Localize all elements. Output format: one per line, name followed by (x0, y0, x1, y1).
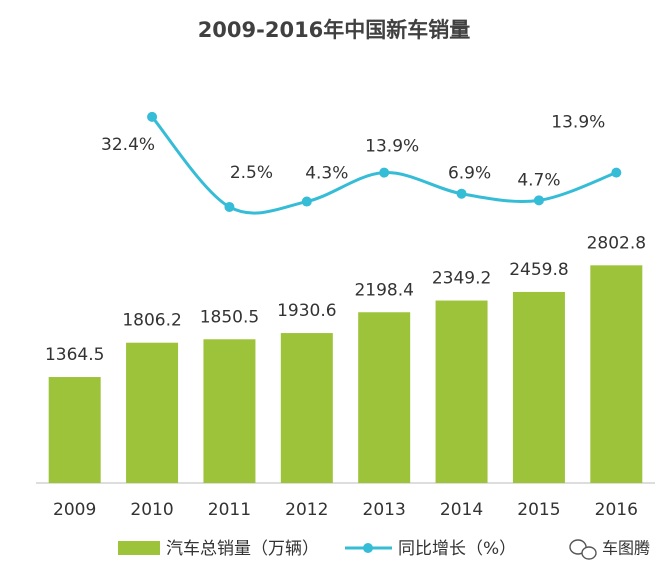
x-tick-label: 2010 (130, 500, 173, 520)
data-label: 32.4% (101, 135, 155, 155)
x-tick-label: 2009 (53, 500, 96, 520)
legend-label: 同比增长（%） (398, 539, 516, 559)
bar (126, 342, 179, 483)
data-label: 1850.5 (200, 307, 259, 327)
legend-swatch (118, 541, 160, 555)
bar (203, 339, 256, 483)
bar (435, 300, 488, 483)
line-marker (456, 188, 467, 199)
data-label: 2802.8 (587, 233, 646, 253)
x-tick-label: 2013 (363, 500, 406, 520)
data-label: 13.9% (365, 137, 419, 157)
line-marker (224, 201, 235, 212)
line (150, 115, 617, 215)
watermark: 车图腾 (602, 539, 650, 558)
watermark-icon (569, 539, 597, 560)
line-marker (533, 195, 544, 206)
bar (280, 333, 333, 483)
line-marker (147, 111, 158, 122)
bar (358, 312, 411, 483)
data-label: 6.9% (448, 164, 491, 184)
data-label: 1806.2 (122, 311, 181, 331)
line-marker (301, 196, 312, 207)
x-tick-label: 2015 (517, 500, 560, 520)
data-label: 2459.8 (509, 260, 568, 280)
x-tick-label: 2011 (208, 500, 251, 520)
data-label: 4.7% (517, 170, 560, 190)
data-label: 2349.2 (432, 269, 491, 289)
line-marker (379, 167, 390, 178)
bar (512, 291, 565, 483)
legend-label: 汽车总销量（万辆） (166, 539, 319, 559)
data-label: 4.3% (305, 164, 348, 184)
x-tick-label: 2012 (285, 500, 328, 520)
line-marker (611, 167, 622, 178)
bar (590, 265, 643, 483)
data-label: 2.5% (230, 163, 273, 183)
data-label: 13.9% (551, 113, 605, 133)
data-label: 2198.4 (354, 280, 413, 300)
bar (48, 377, 101, 483)
legend-swatch (363, 543, 373, 553)
x-tick-label: 2014 (440, 500, 483, 520)
x-tick-label: 2016 (595, 500, 638, 520)
chart-title: 2009-2016年中国新车销量 (198, 18, 471, 42)
data-label: 1930.6 (277, 301, 336, 321)
data-label: 1364.5 (45, 345, 104, 365)
